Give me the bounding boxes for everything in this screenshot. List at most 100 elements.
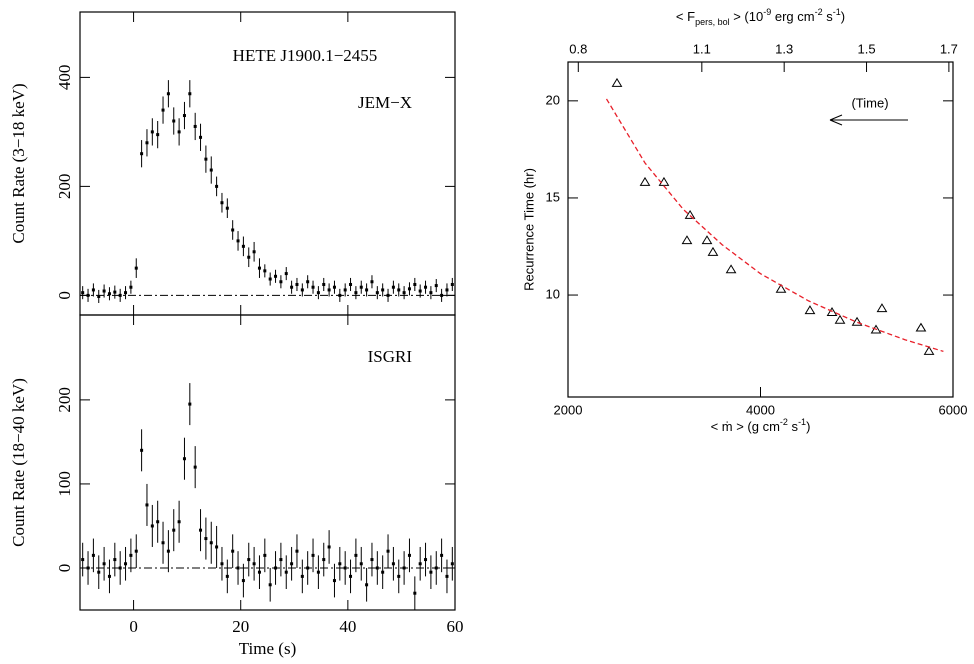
data-point [375,291,379,295]
data-point [418,289,422,293]
data-point [311,285,315,289]
x-tick-label: 20 [232,617,249,636]
data-point [220,201,224,205]
data-point [107,574,111,578]
data-point [311,553,315,557]
triangle-marker [870,324,882,334]
data-point [118,293,122,297]
data-point [349,574,353,578]
data-point [359,285,363,289]
data-point [327,288,331,292]
data-point [81,558,85,562]
data-point [354,291,358,295]
data-point [370,280,374,284]
data-point [97,570,101,574]
data-point [124,291,128,295]
chart-panel: 0 100 200 0 20 40 60 Count Rate (18−40 keV) Time… [9,314,464,658]
data-point [306,280,310,284]
data-point [177,520,181,524]
data-point [140,152,144,156]
data-point [124,562,128,566]
data-point [300,574,304,578]
label-sup: -2 [815,7,823,17]
data-point [150,130,154,134]
data-point [236,566,240,570]
data-point [236,239,240,243]
data-point [279,558,283,562]
data-point [450,562,454,566]
triangle-marker [915,322,927,332]
data-point [407,287,411,291]
y-tick-label: 0 [55,564,74,573]
data-point [386,293,390,297]
data-point [204,157,208,161]
data-point [129,553,133,557]
chart-panel: 10 15 20 2000 4000 6000 0.8 1.1 1.3 1.5 1.7 Recurre… [521,7,967,434]
data-point [445,574,449,578]
data-point [391,562,395,566]
data-point [177,130,181,134]
triangle-marker [923,345,935,355]
label-sup: -1 [798,417,806,427]
y-axis-label: Count Rate (18−40 keV) [9,378,28,547]
label-part: < ṁ > (g cm [711,419,780,434]
data-point [354,553,358,557]
y-tick-label: 0 [55,291,74,300]
label-part: > (10 [730,9,764,24]
data-point [252,562,256,566]
y-tick-label: 15 [546,189,560,204]
data-point [91,553,95,557]
data-point [209,168,213,172]
data-point [220,562,224,566]
y-tick-label: 10 [546,286,560,301]
data-point [263,269,267,273]
data-point [145,503,149,507]
data-point [161,108,165,112]
data-point [290,562,294,566]
data-point [252,250,256,254]
x2-tick-label: 1.3 [775,41,793,56]
x-tick-label: 0 [129,617,138,636]
data-point [156,133,160,137]
x2-tick-label: 0.8 [569,41,587,56]
triangle-marker [876,303,888,313]
triangle-marker [804,305,816,315]
triangle-marker [684,209,696,219]
data-point [182,114,186,118]
data-point [316,291,320,295]
triangle-marker [725,264,737,274]
data-point [113,558,117,562]
label-part: erg cm [771,9,814,24]
data-point [332,579,336,583]
data-point [118,566,122,570]
data-point [332,285,336,289]
data-point [166,549,170,553]
label-part: ) [841,9,845,24]
time-arrow [829,114,908,126]
data-point [306,566,310,570]
data-point [225,206,229,210]
data-point [407,553,411,557]
y-tick-label: 400 [55,65,74,91]
y-tick-label: 200 [55,387,74,413]
y-tick-label: 20 [546,92,560,107]
data-point [247,255,251,259]
data-point [343,288,347,292]
data-point [102,289,106,293]
y-tick-label: 100 [55,471,74,497]
data-point [440,293,444,297]
data-point [188,402,192,406]
data-point [215,545,219,549]
data-point [97,294,101,298]
x-tick-label: 4000 [746,402,775,417]
data-point [91,288,95,292]
data-point [397,574,401,578]
data-point [338,293,342,297]
triangle-marker [775,283,787,293]
data-point [413,282,417,286]
label-part: s [788,419,799,434]
data-point [102,562,106,566]
data-point [129,285,133,289]
annotation: (Time) [851,95,888,110]
data-point [166,92,170,96]
